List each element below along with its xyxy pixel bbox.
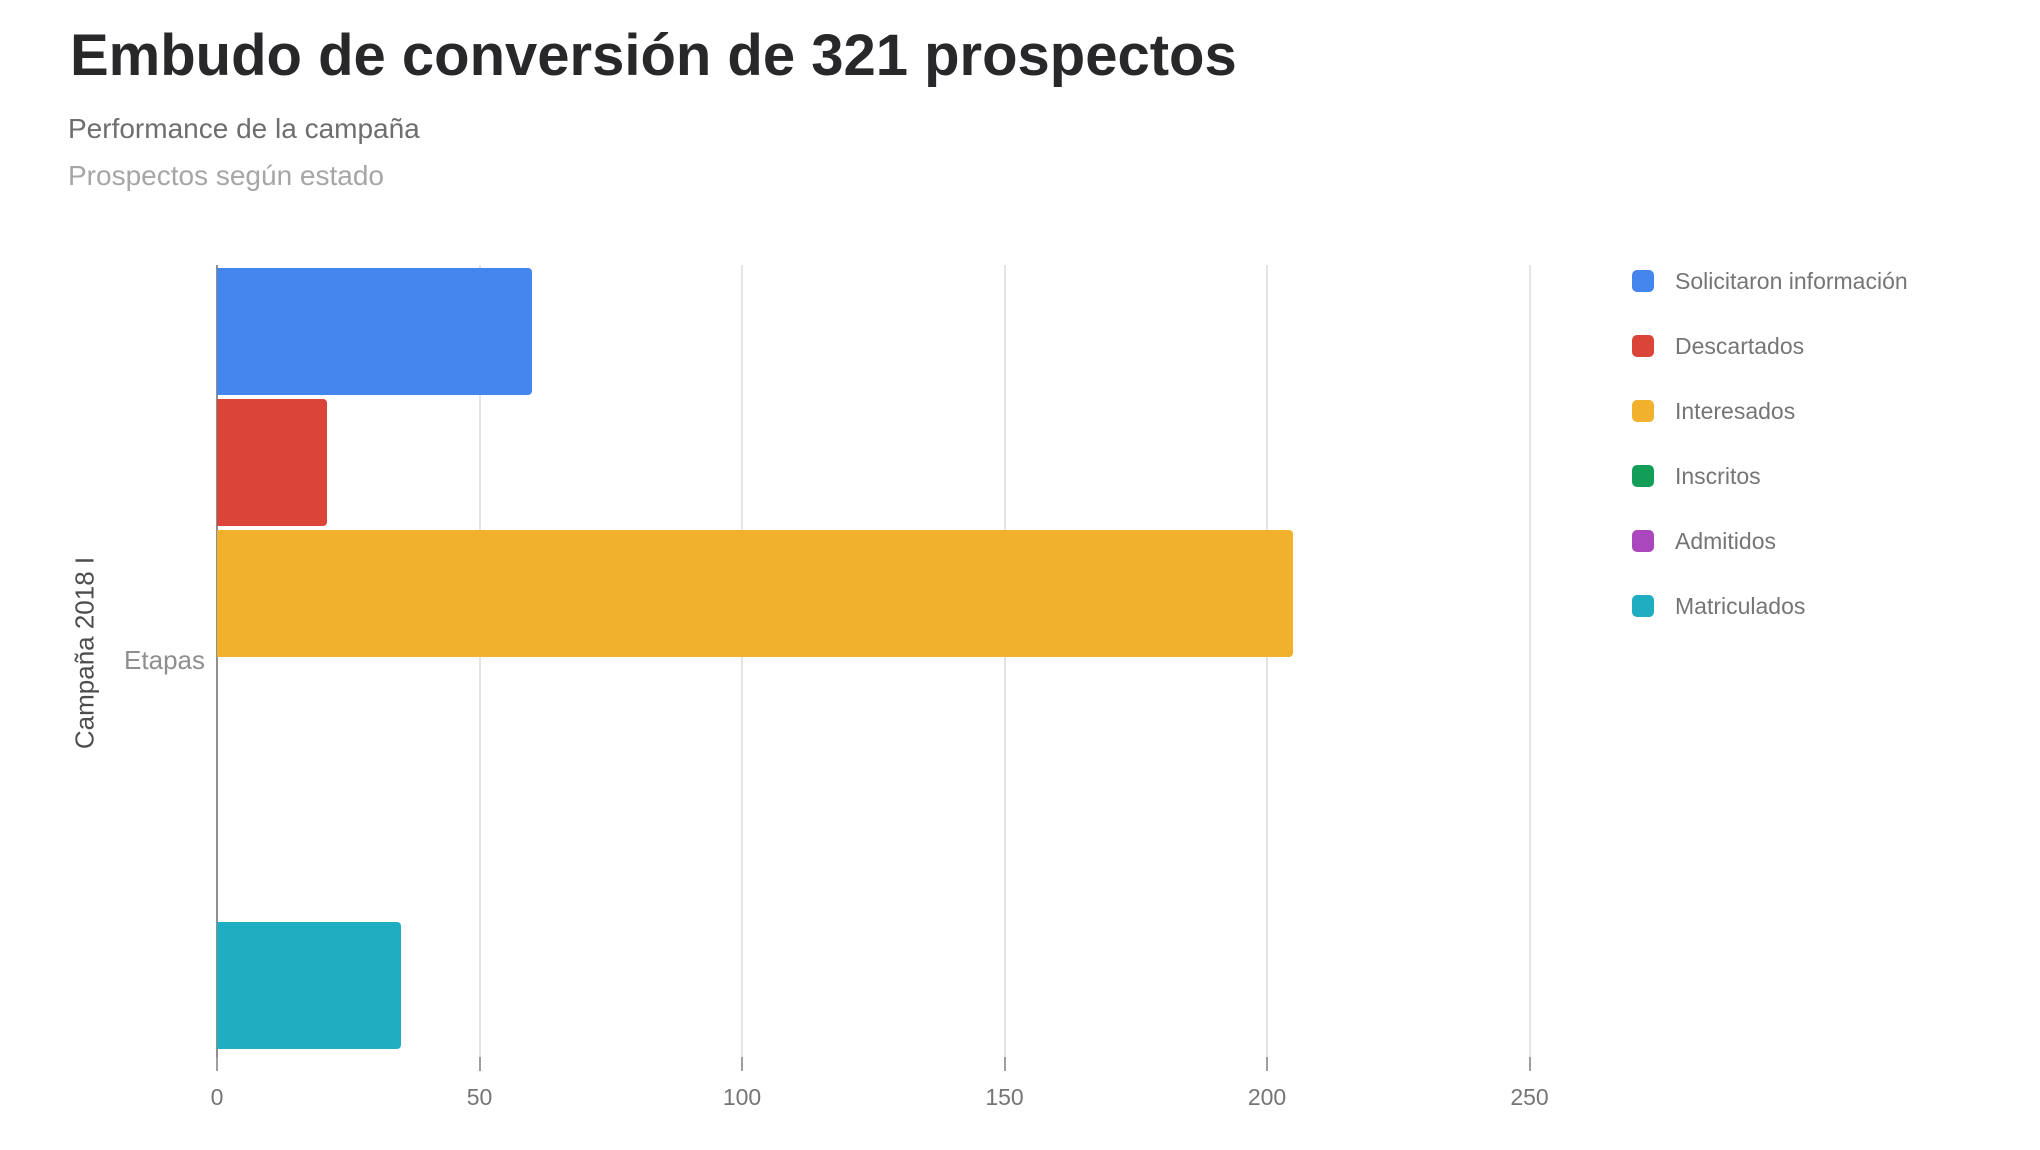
x-tick-label-250: 250	[1510, 1084, 1549, 1110]
bar-interesados[interactable]	[217, 529, 1294, 657]
legend-swatch-icon	[1632, 465, 1654, 487]
legend-label: Descartados	[1675, 332, 1805, 359]
legend-item-inscritos[interactable]: Inscritos	[1632, 462, 1761, 489]
chart-subtitle: Performance de la campaña	[68, 113, 420, 144]
gridline-x-200	[1266, 265, 1268, 1057]
legend-swatch-icon	[1632, 530, 1654, 552]
legend-label: Solicitaron información	[1675, 267, 1908, 294]
x-tick-mark-50	[478, 1057, 481, 1071]
legend-swatch-icon	[1632, 335, 1654, 357]
legend-label: Matriculados	[1675, 592, 1806, 619]
bar-solicitaron-informacion[interactable]	[217, 268, 532, 395]
x-tick-label-0: 0	[210, 1084, 224, 1110]
x-tick-mark-0	[216, 1057, 218, 1071]
legend-item-interesados[interactable]: Interesados	[1632, 397, 1796, 424]
gridline-x-250	[1528, 265, 1531, 1057]
bar-descartados[interactable]	[217, 398, 328, 526]
x-tick-mark-200	[1266, 1057, 1268, 1071]
legend-item-matriculados[interactable]: Matriculados	[1632, 592, 1806, 619]
x-tick-mark-100	[741, 1057, 743, 1071]
legend-swatch-icon	[1632, 400, 1654, 422]
legend-label: Inscritos	[1675, 462, 1761, 489]
x-tick-label-150: 150	[985, 1084, 1024, 1110]
x-tick-label-200: 200	[1247, 1084, 1287, 1110]
chart-title: Embudo de conversión de 321 prospectos	[70, 23, 1237, 88]
legend-label: Admitidos	[1675, 527, 1776, 554]
legend-swatch-icon	[1632, 270, 1654, 292]
legend-item-admitidos[interactable]: Admitidos	[1632, 527, 1776, 554]
gridline-x-100	[741, 265, 743, 1057]
y-axis-baseline	[216, 265, 218, 1057]
legend-item-solicitaron-informacion[interactable]: Solicitaron información	[1632, 267, 1908, 294]
bar-matriculados[interactable]	[217, 922, 401, 1049]
y-axis-category-label: Etapas	[124, 645, 205, 675]
gridline-x-50	[478, 265, 481, 1057]
legend-swatch-icon	[1632, 595, 1654, 617]
x-tick-mark-250	[1528, 1057, 1531, 1071]
x-tick-label-100: 100	[722, 1084, 762, 1110]
x-tick-label-50: 50	[466, 1084, 493, 1110]
legend-label: Interesados	[1675, 397, 1796, 424]
x-tick-mark-150	[1003, 1057, 1006, 1071]
legend-item-descartados[interactable]: Descartados	[1632, 332, 1805, 359]
gridline-x-150	[1003, 265, 1006, 1057]
chart-description: Prospectos según estado	[68, 160, 384, 191]
